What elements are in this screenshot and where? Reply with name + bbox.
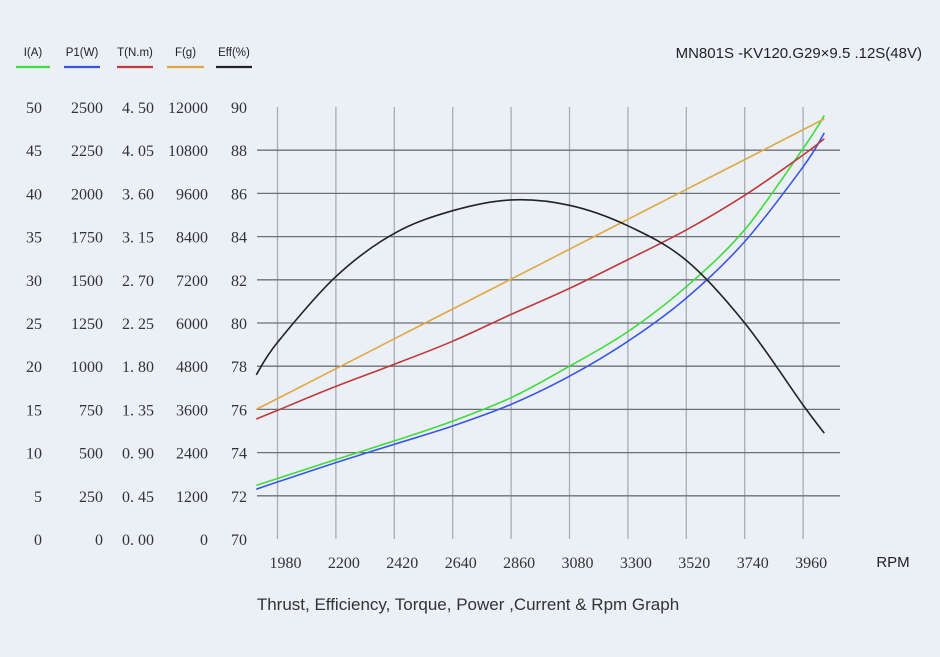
x-tick-label: 2420	[386, 555, 418, 572]
x-tick-label: 3960	[795, 555, 827, 572]
series-line-t	[256, 138, 825, 420]
y-tick-label-i: 25	[26, 316, 42, 333]
y-tick-label-eff: 76	[231, 402, 247, 419]
y-tick-label-p: 1000	[71, 359, 103, 376]
y-tick-label-f: 7200	[176, 273, 208, 290]
y-tick-label-p: 2500	[71, 100, 103, 117]
y-tick-label-i: 50	[26, 100, 42, 117]
series-line-i	[256, 115, 825, 487]
y-tick-label-eff: 88	[231, 143, 247, 160]
legend-item-f: F(g)	[167, 47, 204, 69]
y-tick-label-eff: 72	[231, 489, 247, 506]
legend-item-t: T(N.m)	[117, 47, 153, 69]
y-tick-label-f: 0	[200, 532, 208, 549]
x-axis-ticks: 1980 2200 2420 2640 2860 3080 3300 3520 3740 3960	[270, 555, 828, 572]
y-tick-label-f: 9600	[176, 186, 208, 203]
chart-subtitle: Thrust, Efficiency, Torque, Power ,Curre…	[257, 595, 679, 614]
y-tick-label-t: 4. 05	[122, 143, 154, 160]
legend-item-eff: Eff(%)	[216, 47, 252, 69]
y-tick-label-p: 2250	[71, 143, 103, 160]
y-tick-label-eff: 78	[231, 359, 247, 376]
y-tick-label-p: 1500	[71, 273, 103, 290]
series-lines	[255, 115, 825, 490]
y-tick-label-t: 1. 80	[122, 359, 154, 376]
chart-title: MN801S -KV120.G29×9.5 .12S(48V)	[676, 45, 922, 62]
y-tick-label-f: 2400	[176, 446, 208, 463]
y-tick-label-p: 1250	[71, 316, 103, 333]
x-tick-label: 3520	[678, 555, 710, 572]
y-tick-label-i: 40	[26, 186, 42, 203]
y-tick-label-i: 0	[34, 532, 42, 549]
y-tick-label-f: 12000	[168, 100, 208, 117]
y-tick-label-eff: 84	[231, 230, 247, 247]
y-tick-label-p: 0	[95, 532, 103, 549]
y-tick-label-f: 1200	[176, 489, 208, 506]
y-tick-label-p: 1750	[71, 230, 103, 247]
y-tick-label-t: 0. 00	[122, 532, 154, 549]
x-tick-label: 1980	[270, 555, 302, 572]
y-tick-label-i: 45	[26, 143, 42, 160]
y-tick-label-i: 10	[26, 446, 42, 463]
y-tick-label-i: 30	[26, 273, 42, 290]
y-tick-label-t: 4. 50	[122, 100, 154, 117]
series-line-eff	[255, 198, 825, 434]
y-tick-label-eff: 86	[231, 186, 247, 203]
x-tick-label: 3080	[562, 555, 594, 572]
y-tick-label-p: 750	[79, 402, 103, 419]
x-tick-label: 2640	[445, 555, 477, 572]
legend-label: T(N.m)	[117, 47, 153, 59]
y-tick-label-t: 0. 90	[122, 446, 154, 463]
series-line-p	[256, 132, 825, 490]
y-tick-label-eff: 80	[231, 316, 247, 333]
grid	[257, 107, 840, 539]
x-tick-label: 3300	[620, 555, 652, 572]
y-tick-label-eff: 82	[231, 273, 247, 290]
y-axis-ticks: 5045403530252015105025002250200017501500…	[26, 100, 247, 549]
x-tick-label: 3740	[737, 555, 769, 572]
legend-label: I(A)	[24, 47, 43, 59]
y-tick-label-p: 2000	[71, 186, 103, 203]
y-tick-label-p: 250	[79, 489, 103, 506]
y-tick-label-t: 1. 35	[122, 402, 154, 419]
legend-label: Eff(%)	[218, 47, 250, 59]
legend-item-i: I(A)	[16, 47, 50, 69]
legend-item-p: P1(W)	[64, 47, 100, 69]
y-tick-label-f: 6000	[176, 316, 208, 333]
y-tick-label-f: 3600	[176, 402, 208, 419]
y-tick-label-p: 500	[79, 446, 103, 463]
y-tick-label-f: 4800	[176, 359, 208, 376]
y-tick-label-f: 8400	[176, 230, 208, 247]
series-line-f	[255, 118, 825, 411]
legend: I(A) P1(W) T(N.m) F(g) Eff(%)	[16, 47, 252, 69]
y-tick-label-t: 2. 70	[122, 273, 154, 290]
y-tick-label-eff: 70	[231, 532, 247, 549]
y-tick-label-i: 15	[26, 402, 42, 419]
y-tick-label-eff: 74	[231, 446, 247, 463]
y-tick-label-t: 3. 60	[122, 186, 154, 203]
x-tick-label: 2200	[328, 555, 360, 572]
legend-label: F(g)	[175, 47, 196, 59]
y-tick-label-i: 35	[26, 230, 42, 247]
x-tick-label: 2860	[503, 555, 535, 572]
y-tick-label-eff: 90	[231, 100, 247, 117]
y-tick-label-i: 20	[26, 359, 42, 376]
x-axis-label: RPM	[876, 554, 909, 571]
legend-label: P1(W)	[66, 47, 99, 59]
y-tick-label-f: 10800	[168, 143, 208, 160]
y-tick-label-t: 0. 45	[122, 489, 154, 506]
y-tick-label-i: 5	[34, 489, 42, 506]
y-tick-label-t: 2. 25	[122, 316, 154, 333]
y-tick-label-t: 3. 15	[122, 230, 154, 247]
